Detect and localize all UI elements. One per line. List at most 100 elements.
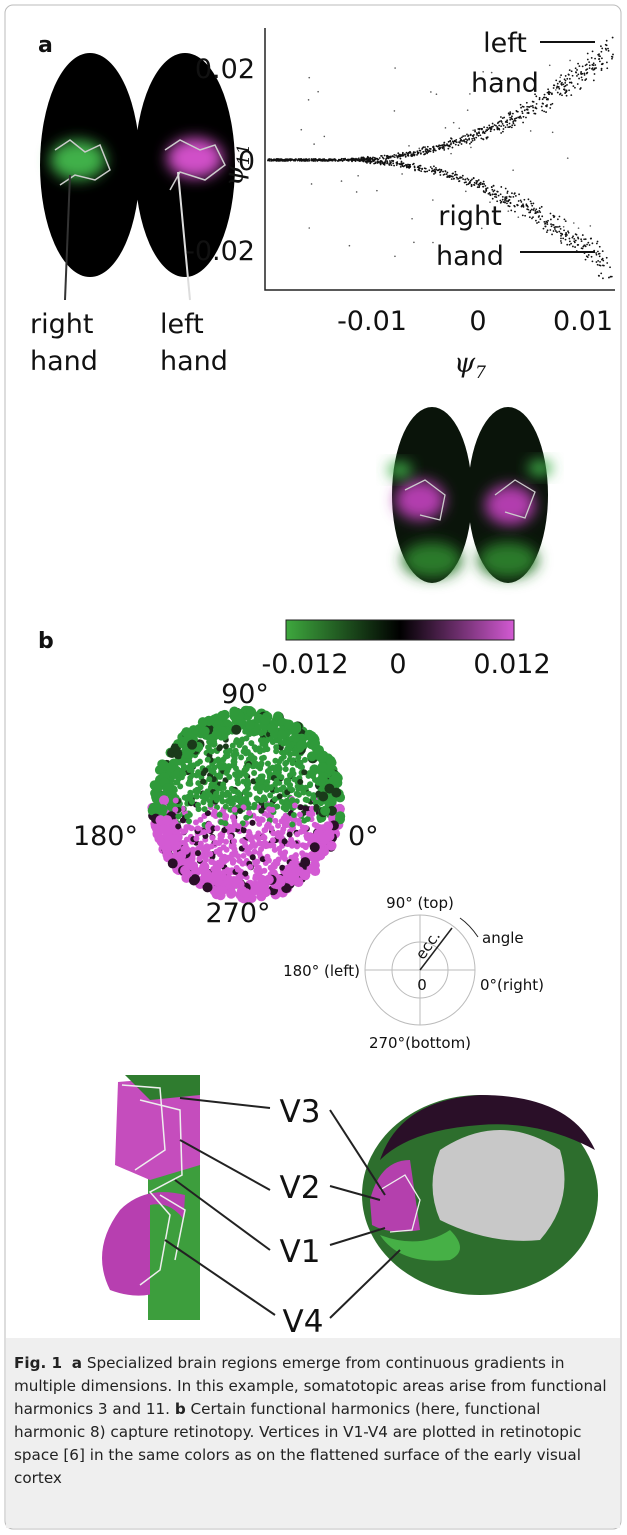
texture-dot (606, 257, 608, 259)
texture-dot (443, 149, 445, 151)
texture-dot (427, 149, 429, 151)
texture-dot (539, 218, 541, 220)
texture-dot (603, 265, 605, 267)
texture-dot (544, 94, 546, 96)
texture-dot (485, 131, 487, 133)
texture-dot (551, 93, 553, 95)
texture-dot (205, 757, 211, 763)
texture-dot (302, 159, 304, 161)
texture-dot (511, 124, 513, 126)
texture-dot (582, 234, 584, 236)
texture-dot (480, 182, 482, 184)
texture-dot (506, 192, 508, 194)
texture-dot (554, 228, 556, 230)
texture-dot (552, 132, 554, 134)
area-label: V4 (283, 1304, 324, 1340)
caption-fig: Fig. 1 (14, 1354, 62, 1372)
texture-dot (277, 766, 283, 772)
texture-dot (350, 158, 352, 160)
texture-dot (601, 57, 603, 59)
polar-label: 180° (73, 821, 138, 852)
texture-dot (245, 781, 251, 787)
texture-dot (512, 169, 514, 171)
texture-dot (474, 182, 476, 184)
texture-dot (276, 846, 282, 852)
texture-dot (283, 814, 289, 820)
texture-dot (159, 795, 169, 805)
texture-dot (398, 155, 400, 157)
texture-dot (492, 126, 494, 128)
texture-dot (599, 264, 601, 266)
texture-dot (571, 237, 573, 239)
texture-dot (294, 831, 300, 837)
texture-dot (458, 127, 460, 129)
texture-dot (296, 740, 306, 750)
texture-dot (311, 160, 313, 162)
texture-dot (546, 231, 548, 233)
texture-dot (491, 186, 493, 188)
texture-dot (381, 161, 383, 163)
texture-dot (293, 160, 295, 162)
texture-dot (275, 833, 281, 839)
texture-dot (452, 172, 454, 174)
texture-dot (498, 129, 500, 131)
texture-dot (509, 111, 511, 113)
texture-dot (569, 244, 571, 246)
texture-dot (265, 761, 271, 767)
texture-dot (534, 107, 536, 109)
texture-dot (530, 210, 532, 212)
texture-dot (310, 842, 320, 852)
texture-dot (561, 82, 563, 84)
texture-dot (530, 203, 532, 205)
texture-dot (259, 761, 265, 767)
texture-dot (547, 220, 549, 222)
texture-dot (223, 875, 233, 885)
texture-dot (526, 102, 528, 104)
texture-dot (231, 843, 237, 849)
texture-dot (517, 111, 519, 113)
texture-dot (175, 813, 181, 819)
texture-dot (608, 50, 610, 52)
texture-dot (214, 825, 220, 831)
texture-dot (505, 121, 507, 123)
texture-dot (555, 80, 557, 82)
texture-dot (526, 208, 528, 210)
texture-dot (550, 104, 552, 106)
texture-dot (512, 113, 514, 115)
texture-dot (391, 160, 393, 162)
texture-dot (400, 155, 402, 157)
texture-dot (483, 181, 485, 183)
texture-dot (521, 111, 523, 113)
texture-dot (553, 87, 555, 89)
texture-dot (279, 159, 281, 161)
texture-dot (606, 262, 608, 264)
texture-dot (432, 151, 434, 153)
texture-dot (265, 768, 271, 774)
texture-dot (503, 128, 505, 130)
texture-dot (606, 40, 608, 42)
texture-dot (218, 832, 224, 838)
texture-dot (532, 107, 534, 109)
texture-dot (533, 101, 535, 103)
texture-dot (560, 235, 562, 237)
texture-dot (492, 198, 494, 200)
texture-dot (514, 211, 516, 213)
texture-dot (451, 178, 453, 180)
texture-dot (449, 140, 451, 142)
texture-dot (283, 868, 293, 878)
texture-dot (520, 199, 522, 201)
texture-dot (509, 119, 511, 121)
texture-dot (564, 218, 566, 220)
texture-dot (568, 232, 570, 234)
texture-dot (547, 98, 549, 100)
texture-dot (447, 172, 449, 174)
texture-dot (586, 68, 588, 70)
texture-dot (297, 779, 303, 785)
texture-dot (520, 201, 522, 203)
texture-dot (237, 808, 243, 814)
texture-dot (361, 157, 363, 159)
texture-dot (598, 58, 600, 60)
texture-dot (559, 216, 561, 218)
texture-dot (362, 159, 364, 161)
texture-dot (526, 205, 528, 207)
